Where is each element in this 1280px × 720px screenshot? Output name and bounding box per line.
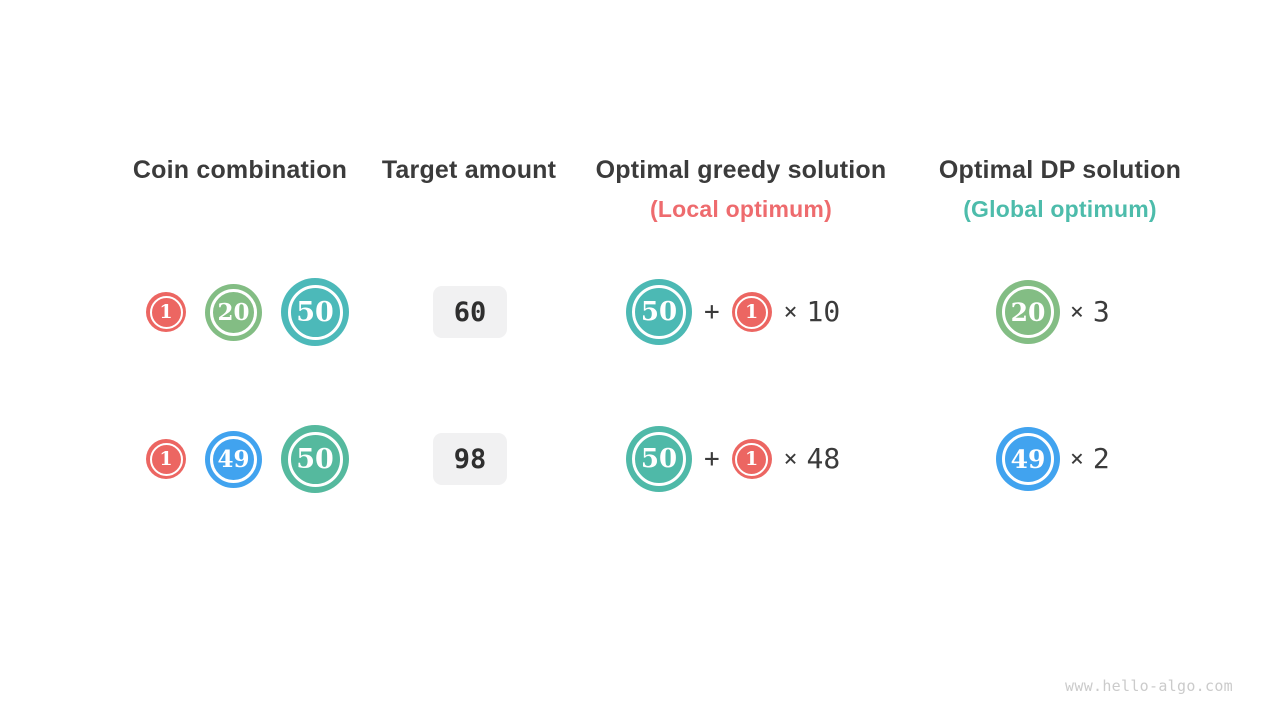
plus-operator: +: [704, 297, 720, 327]
coin-50: 50: [281, 425, 349, 493]
column-header-dp-solution: Optimal DP solution (Global optimum): [939, 156, 1181, 223]
plus-operator: +: [704, 444, 720, 474]
multiplier-count: 48: [806, 442, 841, 475]
coin-value: 1: [159, 300, 173, 323]
coin-value: 20: [1010, 297, 1046, 327]
column-title: Optimal DP solution: [938, 156, 1182, 184]
column-title: Target amount: [381, 156, 557, 184]
coin-1: 1: [146, 439, 186, 479]
coin-49: 49: [996, 427, 1060, 491]
dp-solution-row1: 20 × 3: [996, 280, 1110, 344]
coin-value: 50: [296, 443, 334, 475]
times-operator: ×: [783, 445, 798, 472]
coin-50: 50: [626, 279, 692, 345]
coin-value: 20: [217, 298, 250, 326]
target-amount-row1: 60: [433, 286, 507, 338]
multiplier-expression: × 3: [1070, 298, 1110, 326]
times-operator: ×: [1070, 298, 1084, 325]
coin-value: 49: [1010, 444, 1046, 474]
column-title: Optimal greedy solution: [595, 156, 887, 184]
multiplier-count: 10: [806, 295, 841, 328]
coin-value: 1: [745, 300, 759, 323]
multiplier-expression: × 2: [1070, 445, 1110, 473]
coin-50: 50: [626, 426, 692, 492]
column-header-target-amount: Target amount: [382, 156, 556, 185]
times-operator: ×: [783, 298, 798, 325]
coin-value: 50: [640, 444, 678, 474]
multiplier-expression: × 10: [784, 298, 841, 326]
coin-value: 50: [640, 297, 678, 327]
website-watermark: www.hello-algo.com: [1065, 677, 1233, 695]
coin-20: 20: [996, 280, 1060, 344]
coin-20: 20: [205, 283, 262, 341]
greedy-solution-row1: 50 + 1 × 10: [626, 279, 840, 345]
column-header-coin-combination: Coin combination: [133, 156, 347, 185]
coin-1: 1: [731, 439, 772, 479]
column-header-greedy-solution: Optimal greedy solution (Local optimum): [596, 156, 887, 223]
target-amount-row2: 98: [433, 433, 507, 485]
coin-50: 50: [281, 278, 349, 346]
coin-value: 1: [745, 447, 759, 470]
coin-value: 49: [217, 445, 250, 473]
column-subtitle-global-optimum: (Global optimum): [963, 196, 1157, 222]
coin-value: 50: [296, 296, 334, 328]
coin-combination-row2: 1 49 50: [146, 425, 349, 493]
coin-value: 1: [159, 447, 173, 470]
coin-combination-row1: 1 20 50: [146, 278, 349, 346]
multiplier-count: 3: [1092, 295, 1110, 328]
dp-solution-row2: 49 × 2: [996, 427, 1110, 491]
greedy-solution-row2: 50 + 1 × 48: [626, 426, 840, 492]
multiplier-expression: × 48: [784, 445, 841, 473]
multiplier-count: 2: [1092, 442, 1110, 475]
column-title: Coin combination: [132, 156, 348, 184]
column-subtitle-local-optimum: (Local optimum): [650, 196, 832, 222]
coin-1: 1: [731, 292, 772, 332]
coin-49: 49: [205, 430, 262, 488]
coin-1: 1: [146, 292, 186, 332]
times-operator: ×: [1070, 445, 1084, 472]
